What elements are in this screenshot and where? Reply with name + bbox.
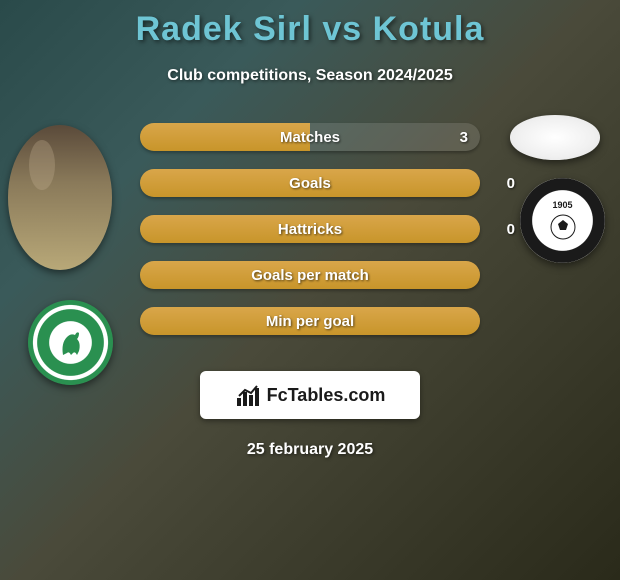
fctables-label: FcTables.com (267, 385, 386, 406)
bar-right-value: 0 (507, 221, 515, 238)
stat-bar: Goals0 (140, 169, 480, 197)
stat-bar: Goals per match (140, 261, 480, 289)
stat-bar: Min per goal (140, 307, 480, 335)
stat-bar: Matches 3 (140, 123, 480, 151)
stat-bar: Hattricks0 (140, 215, 480, 243)
bar-label: Matches (280, 129, 340, 146)
bar-label: Goals per match (251, 267, 369, 284)
fctables-badge: FcTables.com (200, 371, 420, 419)
page-title: Radek Sirl vs Kotula (0, 0, 620, 49)
bar-label: Hattricks (278, 221, 342, 238)
bars-container: Matches 3 Goals0 Hattricks0 Goals per match M… (140, 123, 480, 353)
bar-right-value: 0 (507, 175, 515, 192)
stats-area: Matches3Goals0Hattricks0Goals per matchM… (0, 123, 620, 353)
bar-right-value: 3 (460, 129, 468, 146)
bar-label: Goals (289, 175, 331, 192)
chart-icon (235, 382, 261, 408)
bar-label: Min per goal (266, 313, 354, 330)
subtitle: Club competitions, Season 2024/2025 (0, 67, 620, 85)
date-label: 25 february 2025 (0, 441, 620, 459)
